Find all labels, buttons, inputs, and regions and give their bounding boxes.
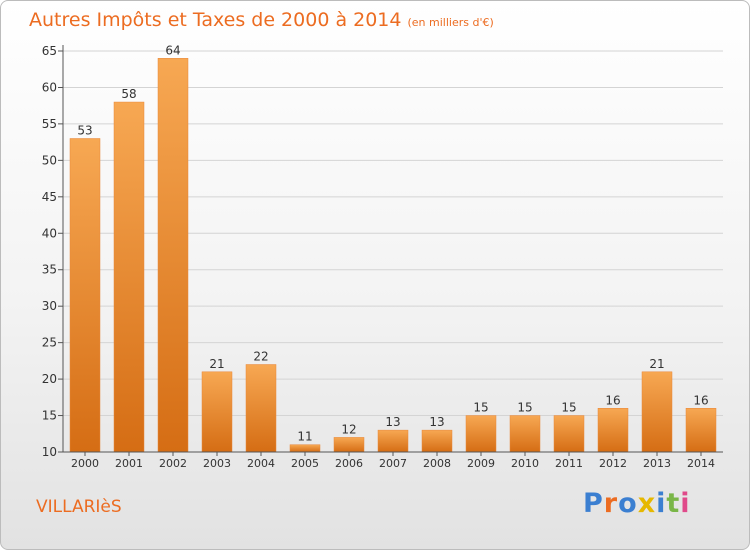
bar <box>157 58 189 453</box>
bar-value-label: 64 <box>165 43 180 57</box>
logo-letter: o <box>618 488 638 519</box>
y-tick-label: 10 <box>42 445 57 459</box>
bar-value-label: 13 <box>385 415 400 429</box>
x-tick-label: 2004 <box>247 457 275 470</box>
chart-subtitle: (en milliers d'€) <box>407 16 494 29</box>
x-tick-label: 2013 <box>643 457 671 470</box>
x-tick-label: 2001 <box>115 457 143 470</box>
logo-letter: t <box>666 488 681 519</box>
bar-value-label: 13 <box>429 415 444 429</box>
bar <box>685 408 717 453</box>
x-tick-label: 2003 <box>203 457 231 470</box>
x-tick-label: 2012 <box>599 457 627 470</box>
bar-value-label: 21 <box>649 357 664 371</box>
bar <box>69 138 101 453</box>
logo-letter: r <box>603 488 619 519</box>
bar-value-label: 11 <box>297 430 312 444</box>
chart-title-text: Autres Impôts et Taxes de 2000 à 2014 <box>29 9 402 31</box>
x-tick-label: 2002 <box>159 457 187 470</box>
bars <box>69 58 717 453</box>
bar-value-label: 12 <box>341 422 356 436</box>
bar <box>465 415 497 453</box>
logo-letter: i <box>680 488 691 519</box>
x-tick-label: 2005 <box>291 457 319 470</box>
bar-value-label: 15 <box>561 401 576 415</box>
x-tick-label: 2006 <box>335 457 363 470</box>
y-tick-label: 60 <box>42 80 57 94</box>
bar <box>421 429 453 453</box>
y-tick-label: 35 <box>42 263 57 277</box>
bar-chart: 53 58 64 21 22 11 12 13 13 15 15 15 16 21 16 10 15 20 25 3… <box>42 43 723 470</box>
x-tick-label: 2009 <box>467 457 495 470</box>
bar <box>245 364 277 453</box>
x-tick-label: 2010 <box>511 457 539 470</box>
data-labels: 53 58 64 21 22 11 12 13 13 15 15 15 16 21 16 <box>77 43 708 443</box>
y-tick-label: 45 <box>42 190 57 204</box>
bar <box>333 437 365 453</box>
bar <box>113 101 145 453</box>
bar <box>289 444 321 453</box>
y-tick-label: 40 <box>42 226 57 240</box>
y-tick-label: 20 <box>42 372 57 386</box>
bar-value-label: 15 <box>473 401 488 415</box>
logo-letter: P <box>583 488 604 519</box>
y-tick-label: 15 <box>42 409 57 423</box>
x-tick-label: 2014 <box>687 457 715 470</box>
bar <box>641 371 673 453</box>
bar-value-label: 16 <box>693 393 708 407</box>
bar-value-label: 58 <box>121 87 136 101</box>
x-tick-label: 2000 <box>71 457 99 470</box>
bar <box>509 415 541 453</box>
y-tick-label: 50 <box>42 153 57 167</box>
chart-title: Autres Impôts et Taxes de 2000 à 2014 (en… <box>29 9 494 31</box>
bar <box>201 371 233 453</box>
y-tick-label: 65 <box>42 44 57 58</box>
y-tick-label: 55 <box>42 117 57 131</box>
bar-value-label: 53 <box>77 123 92 137</box>
x-tick-label: 2011 <box>555 457 583 470</box>
logo-letter: x <box>637 488 657 519</box>
bar-value-label: 22 <box>253 350 268 364</box>
axes: 10 15 20 25 30 35 40 45 50 55 60 65 2000 2001 2002 2003… <box>42 44 723 470</box>
city-name: VILLARIèS <box>36 497 122 517</box>
proxiti-logo: Proxiti <box>583 488 691 519</box>
x-tick-label: 2008 <box>423 457 451 470</box>
bar <box>597 408 629 453</box>
y-tick-label: 25 <box>42 336 57 350</box>
bar-value-label: 21 <box>209 357 224 371</box>
bar-value-label: 15 <box>517 401 532 415</box>
logo-letter: i <box>656 488 667 519</box>
bar <box>553 415 585 453</box>
y-tick-label: 30 <box>42 299 57 313</box>
bar-value-label: 16 <box>605 393 620 407</box>
bar <box>377 429 409 453</box>
x-tick-label: 2007 <box>379 457 407 470</box>
